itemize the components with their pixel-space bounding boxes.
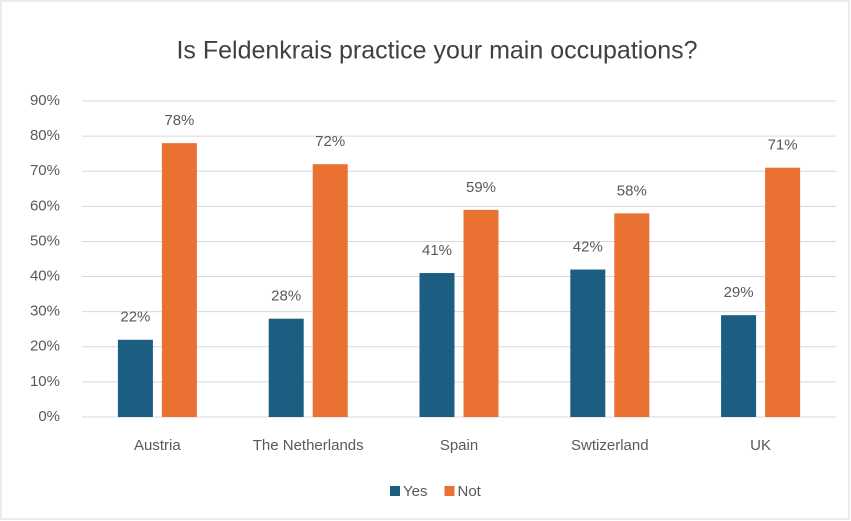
y-tick-label: 30% [30,303,60,320]
y-tick-label: 40% [30,268,60,285]
y-tick-label: 60% [30,197,60,214]
value-label: 22% [120,309,150,326]
value-label: 28% [271,288,301,305]
legend-label: Yes [403,483,427,500]
x-tick-label: The Netherlands [253,437,364,454]
legend-swatch [390,486,400,496]
bar [765,167,801,417]
legend-swatch [444,486,455,496]
legend-label: Not [457,483,481,500]
x-tick-label: Spain [440,437,478,454]
value-label: 41% [422,242,452,259]
bar [721,315,757,417]
value-label: 42% [573,239,603,256]
bar [268,318,304,417]
bar [312,164,348,417]
bar [419,273,455,417]
y-tick-label: 0% [38,408,60,425]
chart-title: Is Feldenkrais practice your main occupa… [176,37,697,65]
value-label: 71% [768,137,798,154]
value-label: 72% [315,133,345,150]
y-tick-label: 20% [30,338,60,355]
x-tick-label: Swtizerland [571,437,649,454]
value-label: 58% [617,182,647,199]
bar [614,213,650,417]
bar [161,143,197,417]
bar [463,209,499,417]
bar [117,339,153,417]
value-label: 29% [724,284,754,301]
y-tick-label: 50% [30,232,60,249]
x-tick-label: Austria [134,437,181,454]
x-tick-label: UK [750,437,771,454]
value-label: 59% [466,179,496,196]
value-label: 78% [164,112,194,129]
y-tick-label: 70% [30,162,60,179]
y-tick-label: 10% [30,373,60,390]
bar [570,269,606,417]
y-tick-label: 90% [30,92,60,109]
y-tick-label: 80% [30,127,60,144]
